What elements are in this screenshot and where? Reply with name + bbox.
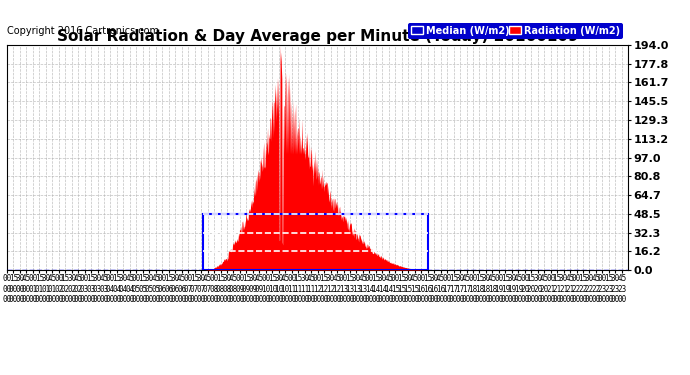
Text: Copyright 2016 Cartronics.com: Copyright 2016 Cartronics.com [7,26,159,36]
Bar [204,214,428,270]
Legend: Median (W/m2), Radiation (W/m2): Median (W/m2), Radiation (W/m2) [408,23,623,39]
Title: Solar Radiation & Day Average per Minute (Today) 20160109: Solar Radiation & Day Average per Minute… [57,29,578,44]
